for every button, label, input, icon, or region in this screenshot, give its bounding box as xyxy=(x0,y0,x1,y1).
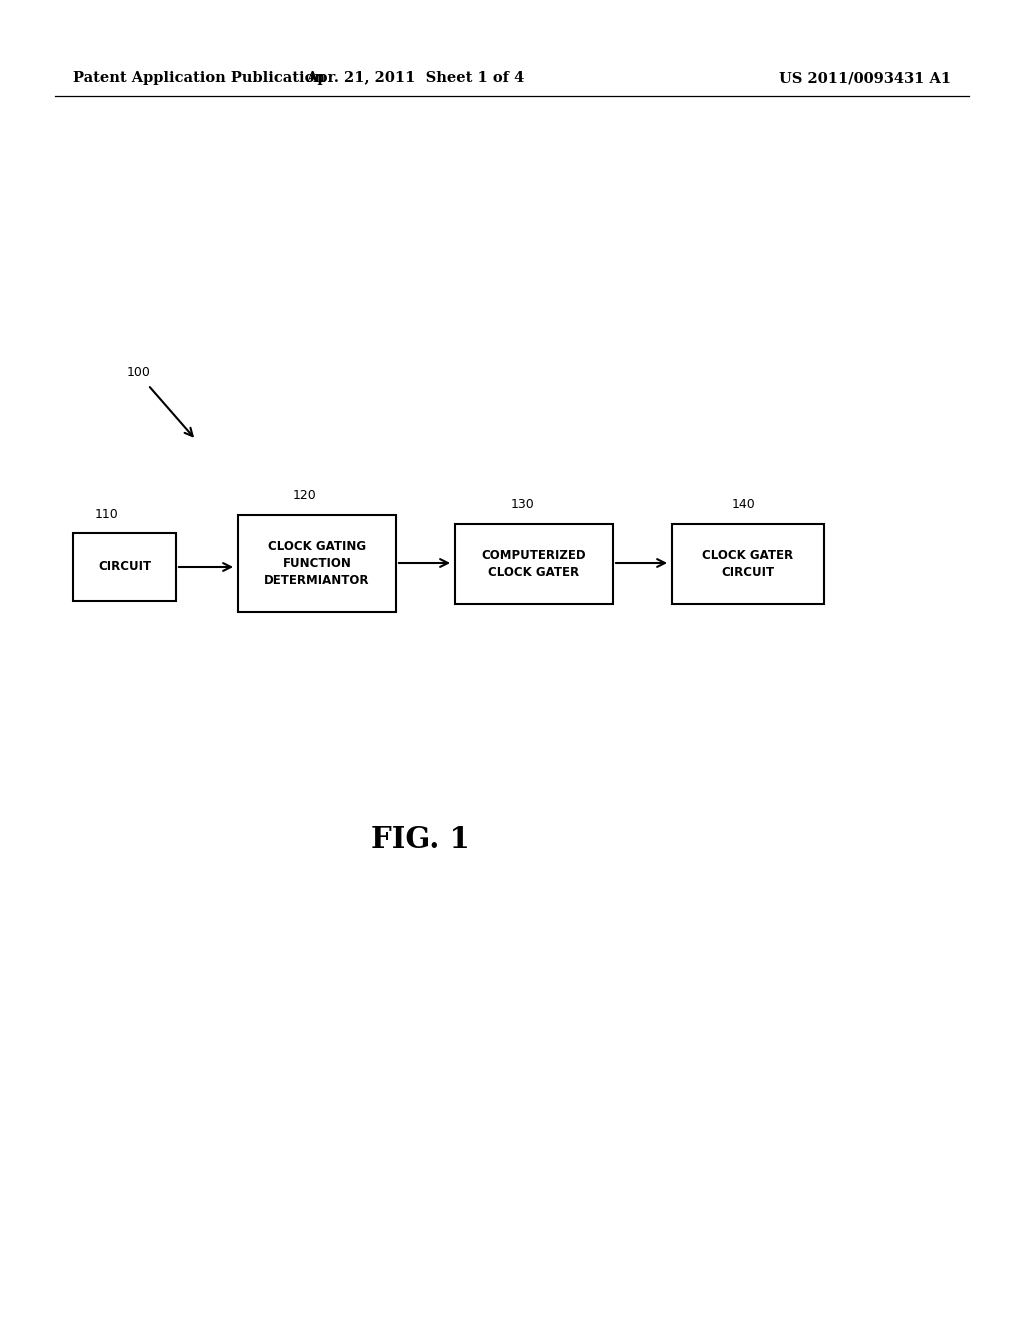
Bar xyxy=(238,515,396,612)
Text: US 2011/0093431 A1: US 2011/0093431 A1 xyxy=(779,71,951,84)
Text: FIG. 1: FIG. 1 xyxy=(371,825,469,854)
Text: Patent Application Publication: Patent Application Publication xyxy=(73,71,325,84)
Text: Apr. 21, 2011  Sheet 1 of 4: Apr. 21, 2011 Sheet 1 of 4 xyxy=(306,71,524,84)
Text: 120: 120 xyxy=(293,488,316,502)
Text: 100: 100 xyxy=(127,366,151,379)
Bar xyxy=(455,524,613,605)
Text: CIRCUIT: CIRCUIT xyxy=(98,561,152,573)
Text: 130: 130 xyxy=(511,498,535,511)
Text: COMPUTERIZED
CLOCK GATER: COMPUTERIZED CLOCK GATER xyxy=(481,549,587,579)
Bar xyxy=(73,533,176,601)
Text: 140: 140 xyxy=(732,498,756,511)
Text: CLOCK GATER
CIRCUIT: CLOCK GATER CIRCUIT xyxy=(702,549,794,579)
Text: 110: 110 xyxy=(95,508,119,521)
Text: CLOCK GATING
FUNCTION
DETERMIANTOR: CLOCK GATING FUNCTION DETERMIANTOR xyxy=(264,540,370,587)
Bar xyxy=(672,524,824,605)
